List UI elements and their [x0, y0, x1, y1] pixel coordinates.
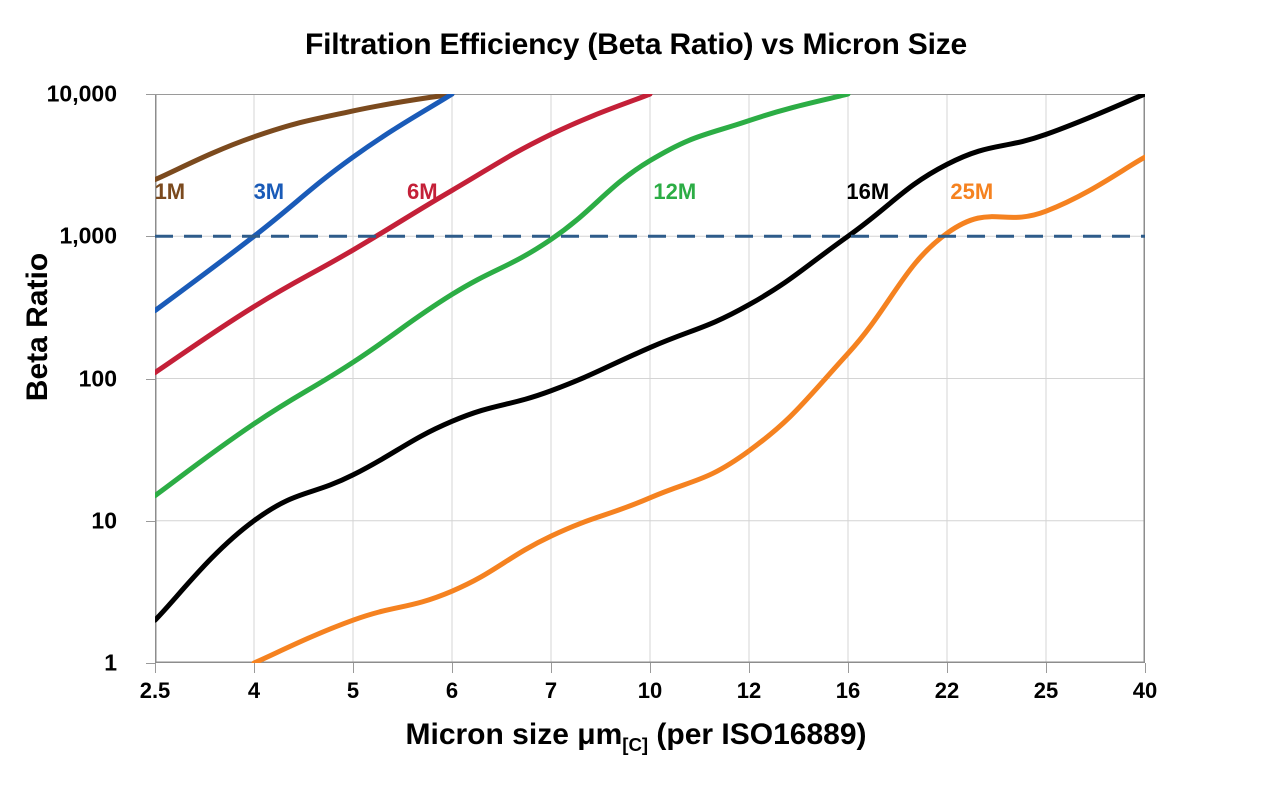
x-axis-tick-mark [452, 663, 453, 673]
chart-title: Filtration Efficiency (Beta Ratio) vs Mi… [305, 28, 967, 61]
x-axis-tick-label: 4 [247, 678, 261, 703]
series-label-3m: 3M [253, 178, 285, 204]
x-axis-tick-label: 2.5 [139, 678, 171, 703]
y-axis-tick-label: 10 [91, 507, 117, 534]
x-axis-tick-mark [551, 663, 552, 673]
x-axis-title: Micron size μm[C] (per ISO16889) [0, 718, 1272, 756]
x-axis-tick-mark [353, 663, 354, 673]
y-axis-tick-mark [146, 236, 155, 237]
plot-svg [155, 94, 1145, 663]
y-axis-tick-mark [146, 521, 155, 522]
x-axis-title-tail: (per ISO16889) [648, 718, 867, 751]
x-axis-tick-mark [254, 663, 255, 673]
plot-frame [155, 94, 1145, 663]
x-axis-tick-label: 16 [835, 678, 861, 703]
x-axis-tick-label: 40 [1132, 678, 1158, 703]
y-axis-tick-mark [146, 663, 155, 664]
y-axis-tick-label: 10,000 [46, 80, 117, 107]
y-axis-tick-label: 1 [104, 649, 117, 676]
gridlines [155, 94, 1145, 663]
series-label-1m: 1M [154, 178, 186, 204]
series-line-25m [254, 157, 1145, 663]
x-axis-tick-mark [1046, 663, 1047, 673]
series-label-16m: 16M [846, 178, 890, 204]
x-axis-tick-label: 10 [637, 678, 663, 703]
x-axis-tick-label: 6 [445, 678, 459, 703]
series-label-12m: 12M [653, 178, 697, 204]
series-label-25m: 25M [950, 178, 994, 204]
plot-area: 1M 3M 6M 12M 16M 25M [155, 94, 1145, 663]
series-label-6m: 6M [407, 178, 438, 204]
series-lines [155, 94, 1145, 663]
x-axis-tick-label: 7 [544, 678, 558, 703]
x-axis-tick-label: 5 [346, 678, 360, 703]
y-axis-tick-label: 1,000 [59, 222, 117, 249]
y-axis-tick-mark [146, 379, 155, 380]
x-axis-tick-mark [650, 663, 651, 673]
x-axis-tick-mark [947, 663, 948, 673]
x-axis-tick-label: 12 [736, 678, 762, 703]
y-axis-tick-mark [146, 94, 155, 95]
x-axis-tick-label: 22 [934, 678, 960, 703]
series-line-3m [155, 94, 452, 311]
y-axis-tick-label: 100 [78, 365, 117, 391]
x-axis-tick-mark [749, 663, 750, 673]
x-axis-tick-mark [848, 663, 849, 673]
x-axis-tick-label: 25 [1033, 678, 1059, 703]
series-line-6m [155, 94, 650, 373]
x-axis-tick-mark [1145, 663, 1146, 673]
x-axis-title-sub: [C] [622, 734, 649, 756]
y-axis-title: Beta Ratio [21, 252, 54, 402]
x-axis-title-main: Micron size μm [405, 718, 623, 751]
series-line-12m [155, 94, 848, 496]
series-line-16m [155, 94, 1145, 620]
series-line-1m [155, 94, 452, 180]
x-axis-tick-mark [155, 663, 156, 673]
